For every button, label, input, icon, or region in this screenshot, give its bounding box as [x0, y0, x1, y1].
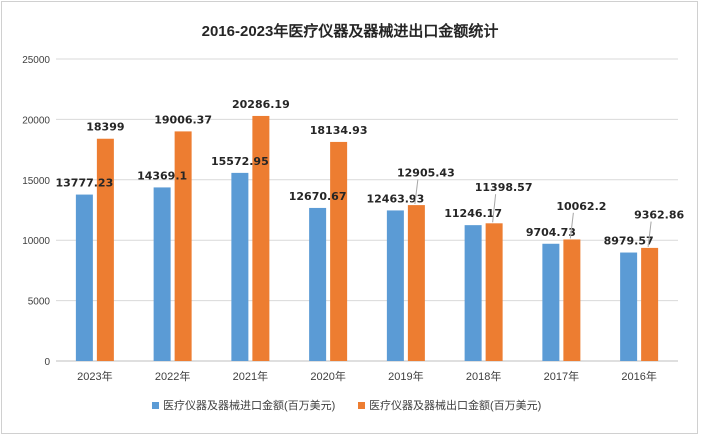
export-data-label: 18399: [86, 121, 124, 134]
x-tick-label: 2018年: [466, 369, 501, 383]
import-data-label: 14369.1: [137, 169, 187, 182]
import-data-label: 9704.73: [526, 226, 576, 239]
y-tick-label: 10000: [22, 236, 50, 247]
x-tick-label: 2017年: [544, 369, 579, 383]
leader-line: [647, 221, 652, 247]
legend-label-export: 医疗仪器及器械出口金额(百万美元): [369, 398, 541, 412]
import-bar: [464, 225, 482, 361]
import-bar: [309, 207, 327, 361]
export-bar: [330, 141, 348, 361]
leader-line: [569, 212, 574, 239]
export-data-label: 19006.37: [154, 113, 212, 126]
x-tick-label: 2022年: [155, 369, 190, 383]
export-data-label: 18134.93: [310, 124, 368, 137]
import-data-label: 15572.95: [211, 155, 269, 168]
y-tick-label: 25000: [22, 55, 50, 66]
leader-line: [492, 194, 497, 223]
y-tick-label: 0: [44, 357, 50, 368]
x-tick-label: 2016年: [621, 369, 656, 383]
import-data-label: 12463.93: [366, 192, 424, 205]
x-tick-label: 2023年: [77, 369, 112, 383]
import-data-label: 11246.17: [444, 207, 502, 220]
leader-line: [414, 179, 419, 205]
legend-label-import: 医疗仪器及器械进口金额(百万美元): [163, 398, 335, 412]
import-bar: [75, 194, 93, 361]
x-tick-label: 2020年: [310, 369, 345, 383]
x-tick-label: 2021年: [233, 369, 268, 383]
import-data-label: 12670.67: [289, 190, 347, 203]
export-bar: [174, 131, 192, 361]
import-bar: [153, 187, 171, 361]
import-bar: [386, 210, 404, 361]
import-bar: [620, 252, 638, 361]
export-bar: [407, 205, 425, 361]
export-data-label: 20286.19: [232, 98, 290, 111]
export-data-label: 12905.43: [397, 166, 455, 179]
y-tick-label: 5000: [28, 297, 51, 308]
legend-swatch-export: [358, 402, 365, 409]
export-data-label: 11398.57: [475, 181, 533, 194]
export-bar: [252, 115, 270, 361]
import-bar: [231, 172, 249, 361]
export-data-label: 10062.2: [556, 200, 606, 213]
export-bar: [96, 138, 114, 361]
import-bar: [542, 243, 560, 361]
legend-swatch-import: [152, 402, 159, 409]
import-data-label: 13777.23: [55, 177, 113, 190]
import-data-label: 8979.57: [604, 235, 654, 248]
y-tick-label: 20000: [22, 115, 50, 126]
x-tick-label: 2019年: [388, 369, 423, 383]
y-tick-label: 15000: [22, 176, 50, 187]
export-bar: [485, 223, 503, 361]
export-bar: [563, 239, 581, 361]
chart-title: 2016-2023年医疗仪器及器械进出口金额统计: [202, 22, 499, 40]
export-data-label: 9362.86: [634, 209, 684, 222]
export-bar: [641, 247, 659, 361]
